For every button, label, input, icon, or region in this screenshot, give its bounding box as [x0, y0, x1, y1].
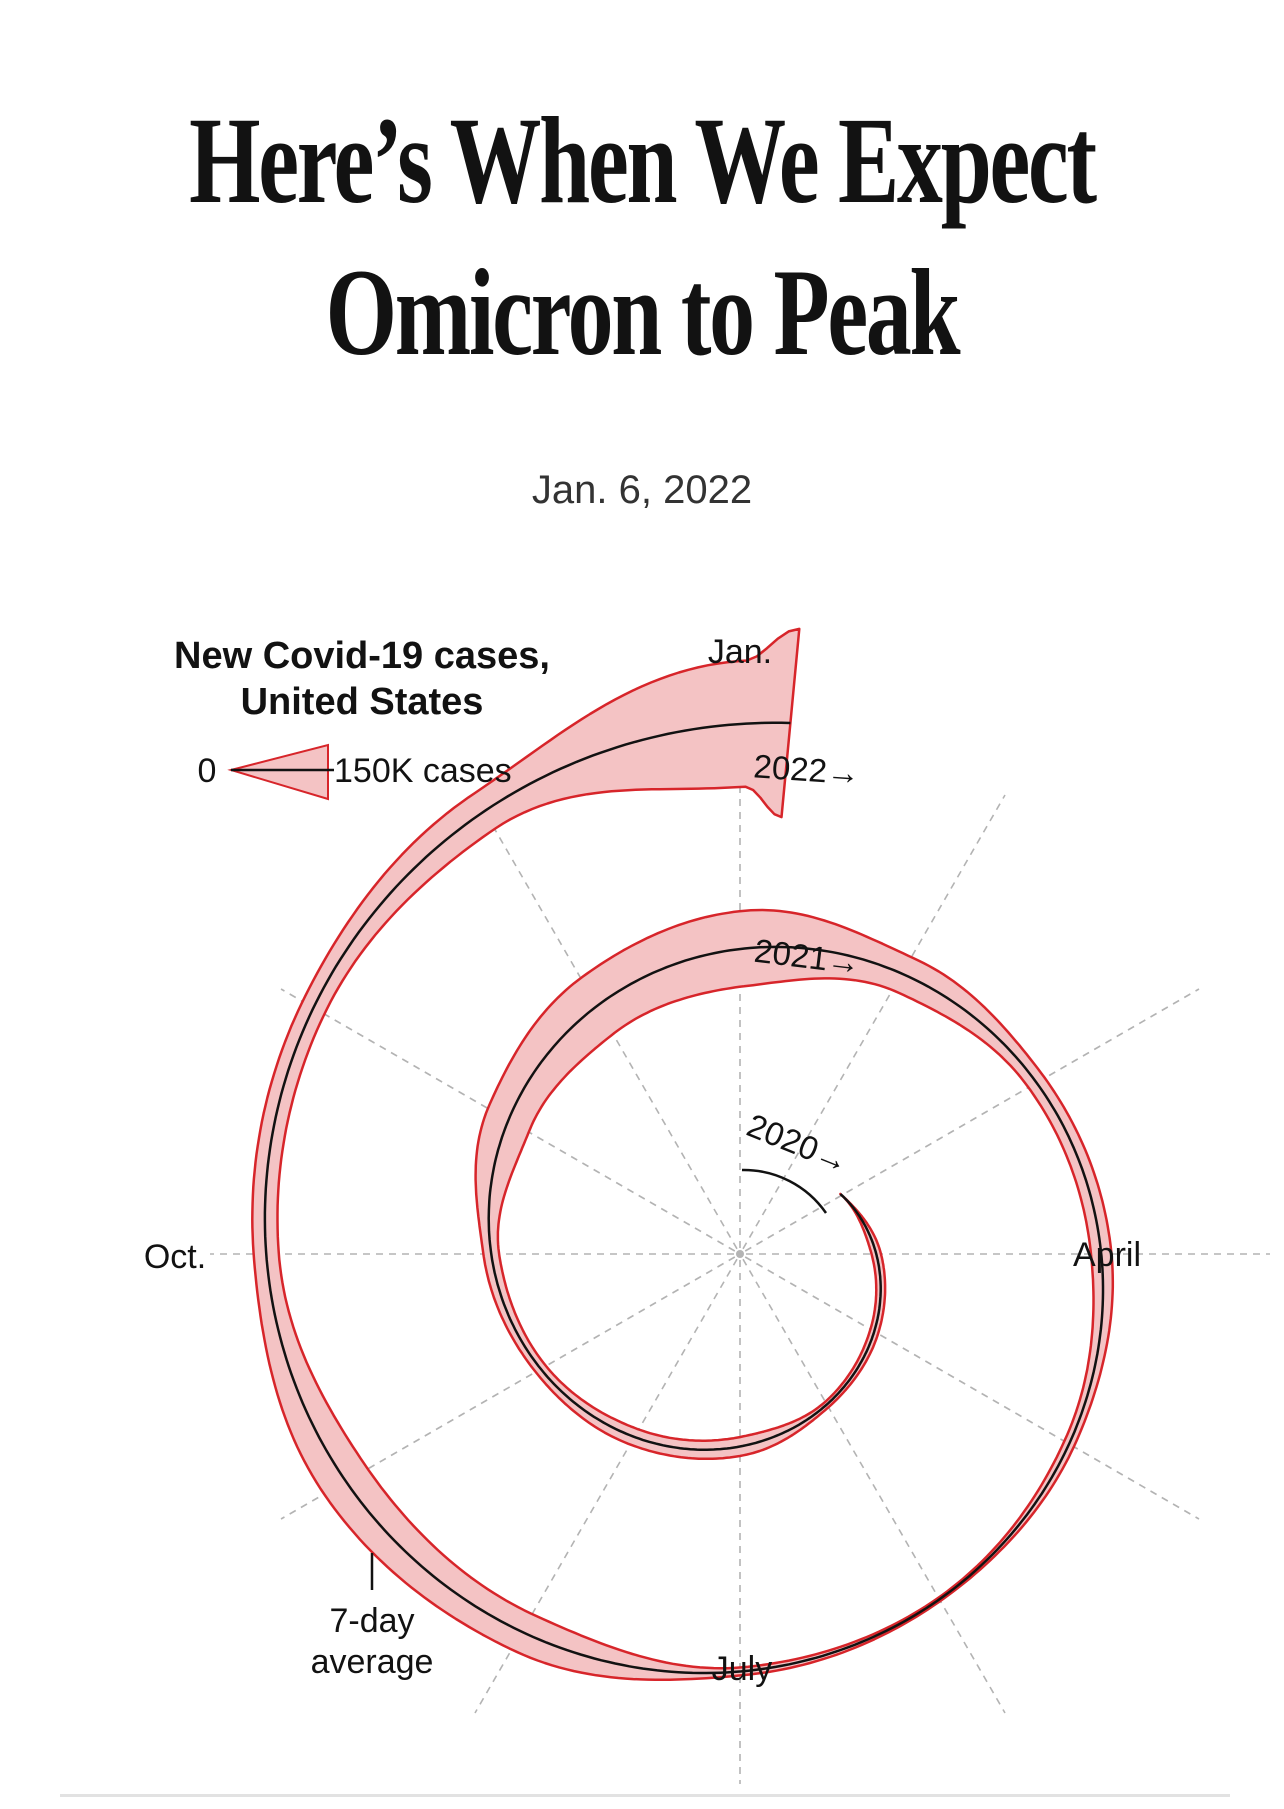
month-gridline [744, 988, 1200, 1252]
month-gridline [742, 794, 1006, 1250]
headline-line-2: Omicron to Peak [325, 244, 961, 381]
annotation-7-day-line-1: 7-day [329, 1602, 414, 1640]
publish-date: Jan. 6, 2022 [531, 468, 753, 512]
year-label-2022: 2022→ [752, 747, 861, 791]
chart-legend: New Covid-19 cases, United States 0 150K… [174, 635, 550, 801]
footer-divider [60, 1794, 1230, 1797]
legend-wedge [227, 743, 329, 801]
chart-center-marker [736, 1250, 744, 1258]
month-label-jan: Jan. [708, 633, 772, 671]
annotation-7-day-line-2: average [311, 1643, 434, 1681]
year-2020-start-arc [741, 1168, 828, 1214]
month-gridline [744, 1256, 1200, 1520]
month-gridline [280, 1256, 736, 1520]
headline: Here’s When We Expect Omicron to Peak [167, 85, 1117, 389]
month-gridline [474, 1258, 738, 1714]
seven-day-average-line [263, 721, 1105, 1675]
month-label-oct: Oct. [144, 1238, 206, 1276]
headline-line-1: Here’s When We Expect [189, 92, 1097, 229]
year-label-2020: 2020→ [742, 1106, 855, 1180]
month-label-april: April [1073, 1236, 1141, 1274]
legend-zero-label: 0 [198, 752, 217, 790]
month-gridline [742, 1258, 1006, 1714]
legend-title-line-2: United States [241, 681, 484, 723]
month-label-july: July [712, 1650, 772, 1688]
legend-title-line-1: New Covid-19 cases, [174, 635, 550, 677]
legend-max-label: 150K cases [334, 752, 512, 790]
